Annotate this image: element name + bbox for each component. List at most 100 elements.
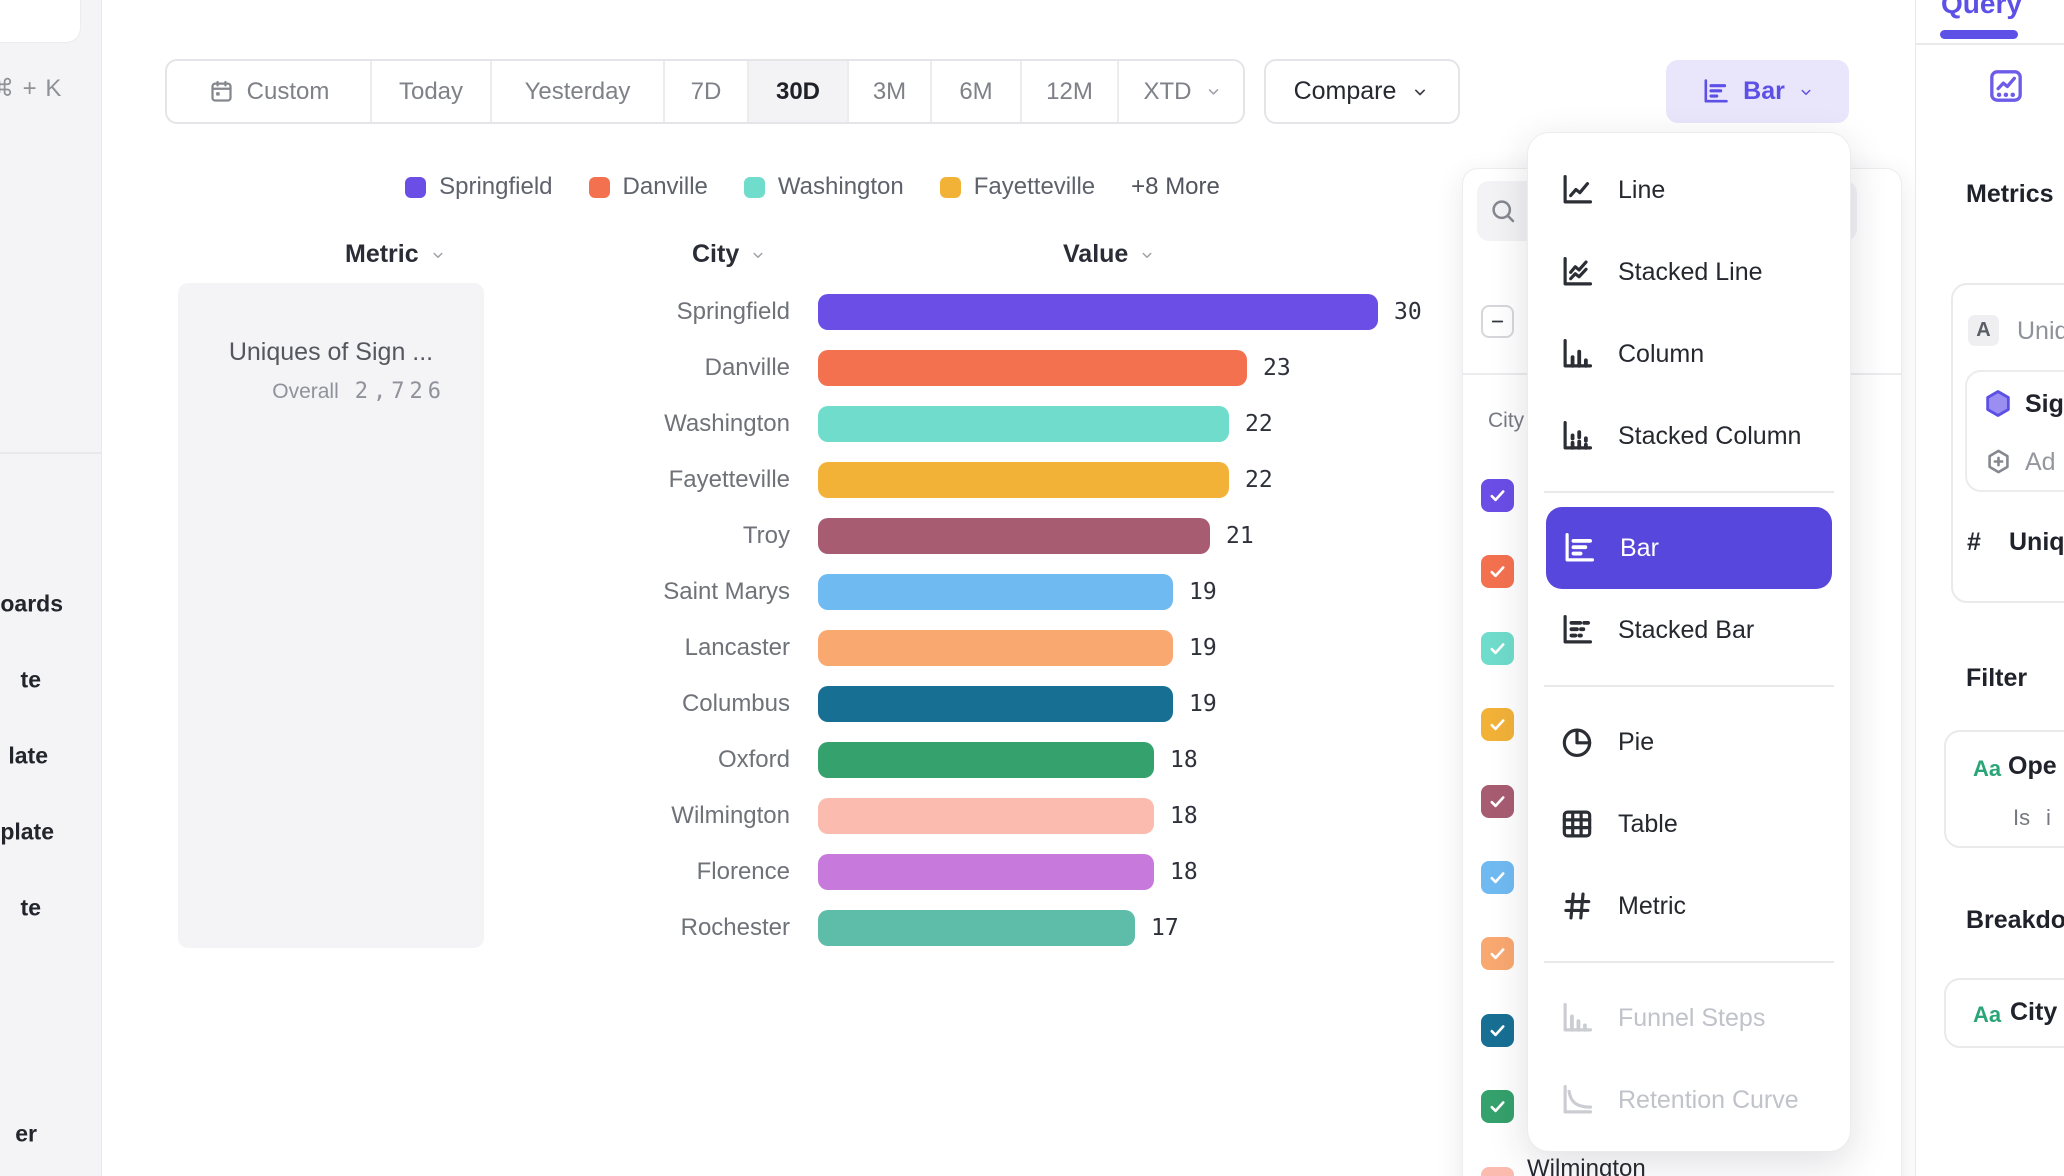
chart-preview-icon[interactable] — [1986, 66, 2026, 106]
menu-item-column[interactable]: Column — [1528, 313, 1850, 395]
city-checkbox[interactable] — [1481, 1014, 1514, 1047]
column-header-value[interactable]: Value — [1063, 240, 1156, 269]
add-event-icon[interactable] — [1983, 446, 2014, 477]
keyboard-shortcut-hint: ⌘ + K — [0, 75, 63, 102]
uniques-measure-label[interactable]: Uniqu — [2009, 528, 2064, 556]
table-row: Troy 21 — [165, 508, 1460, 564]
sidebar-item-te[interactable]: te — [20, 666, 41, 693]
column-chart-icon — [1558, 335, 1596, 373]
column-header-metric[interactable]: Metric — [345, 240, 447, 269]
range-custom[interactable]: Custom — [167, 61, 372, 122]
chevron-down-icon — [1204, 82, 1223, 101]
menu-item-stacked-column[interactable]: Stacked Column — [1528, 395, 1850, 477]
range-12m[interactable]: 12M — [1022, 61, 1119, 122]
range-today[interactable]: Today — [372, 61, 492, 122]
range-6m[interactable]: 6M — [932, 61, 1022, 122]
filter-card[interactable]: Aa Ope Is i — [1944, 730, 2064, 848]
bar-category-label: Oxford — [717, 746, 790, 773]
sidebar-item-late[interactable]: late — [8, 742, 48, 769]
bar-fayetteville[interactable] — [818, 462, 1229, 498]
city-checkbox[interactable] — [1481, 1167, 1514, 1176]
city-checkbox[interactable] — [1481, 785, 1514, 818]
menu-item-pie[interactable]: Pie — [1528, 701, 1850, 783]
menu-item-table[interactable]: Table — [1528, 783, 1850, 865]
legend-item-washington[interactable]: Washington — [743, 173, 904, 201]
table-row: Florence 18 — [165, 844, 1460, 900]
table-row: Columbus 19 — [165, 676, 1460, 732]
column-header-city[interactable]: City — [692, 240, 767, 269]
menu-item-line[interactable]: Line — [1528, 149, 1850, 231]
city-checkbox[interactable] — [1481, 632, 1514, 665]
legend-swatch — [405, 176, 427, 198]
check-icon — [1487, 1096, 1508, 1117]
range-3m[interactable]: 3M — [849, 61, 932, 122]
sidebar-item-oards[interactable]: oards — [0, 590, 63, 617]
bar-florence[interactable] — [818, 854, 1154, 890]
metric-cell-card[interactable]: Uniques of Sign ... Overall 2,726 — [178, 283, 484, 948]
legend-more-button[interactable]: +8 More — [1131, 173, 1220, 200]
bar-rochester[interactable] — [818, 910, 1135, 946]
select-all-checkbox[interactable] — [1481, 305, 1514, 338]
compare-button[interactable]: Compare — [1264, 59, 1460, 124]
bar-troy[interactable] — [818, 518, 1210, 554]
legend-item-danville[interactable]: Danville — [588, 173, 708, 201]
table-row: Oxford 18 — [165, 732, 1460, 788]
range-yesterday[interactable]: Yesterday — [492, 61, 665, 122]
city-checkbox[interactable] — [1481, 861, 1514, 894]
menu-item-stacked-bar[interactable]: Stacked Bar — [1528, 589, 1850, 671]
bar-columbus[interactable] — [818, 686, 1173, 722]
bar-value-label: 19 — [1189, 635, 1217, 661]
bar-value-label: 23 — [1263, 355, 1291, 381]
metric-name[interactable]: Uniq — [2017, 317, 2064, 345]
legend-item-springfield[interactable]: Springfield — [405, 173, 553, 201]
menu-item-stacked-line[interactable]: Stacked Line — [1528, 231, 1850, 313]
range-7d[interactable]: 7D — [665, 61, 749, 122]
bar-chart: Springfield 30 Danville 23 Washington 22 Fayet… — [165, 284, 1460, 956]
range-xtd[interactable]: XTD — [1119, 61, 1243, 122]
check-icon — [1487, 638, 1508, 659]
bar-springfield[interactable] — [818, 294, 1378, 330]
add-event-label[interactable]: Ad — [2025, 448, 2056, 476]
city-checkbox[interactable] — [1481, 937, 1514, 970]
city-checkbox[interactable] — [1481, 708, 1514, 741]
bar-danville[interactable] — [818, 350, 1247, 386]
sidebar-search-card[interactable] — [0, 0, 80, 42]
chevron-down-icon — [749, 246, 767, 264]
city-row-label[interactable]: Wilmington — [1527, 1155, 1646, 1176]
table-row: Springfield 30 — [165, 284, 1460, 340]
breakdown-property[interactable]: City — [2010, 998, 2058, 1026]
sidebar-item-te[interactable]: te — [20, 894, 41, 921]
bar-lancaster[interactable] — [818, 630, 1173, 666]
city-header-label: City — [692, 240, 740, 268]
table-row: Danville 23 — [165, 340, 1460, 396]
city-checkbox[interactable] — [1481, 555, 1514, 588]
metric-title: Uniques of Sign ... — [228, 338, 434, 366]
bar-category-label: Lancaster — [684, 634, 790, 661]
menu-item-bar[interactable]: Bar — [1546, 507, 1832, 589]
chevron-down-icon — [429, 246, 447, 264]
bar-oxford[interactable] — [818, 742, 1154, 778]
sidebar-item-plate[interactable]: plate — [0, 818, 54, 845]
chart-type-label: Bar — [1743, 77, 1785, 105]
range-30d[interactable]: 30D — [749, 61, 849, 122]
bar-washington[interactable] — [818, 406, 1229, 442]
event-name[interactable]: Sig — [2025, 390, 2064, 418]
breakdown-card[interactable]: Aa City — [1944, 978, 2064, 1048]
filter-property[interactable]: Ope — [2008, 752, 2057, 780]
sidebar-item-er[interactable]: er — [15, 1120, 37, 1147]
check-icon — [1487, 1020, 1508, 1041]
bar-wilmington[interactable] — [818, 798, 1154, 834]
menu-item-metric[interactable]: Metric — [1528, 865, 1850, 947]
filter-operator[interactable]: Is — [2013, 805, 2031, 830]
city-checkbox[interactable] — [1481, 1090, 1514, 1123]
tab-query[interactable]: Query — [1941, 0, 2022, 19]
filter-value[interactable]: i — [2046, 805, 2051, 830]
range-label: 30D — [775, 77, 821, 105]
range-label: 12M — [1046, 77, 1093, 105]
legend-label: Springfield — [439, 173, 553, 200]
chart-type-button[interactable]: Bar — [1666, 60, 1849, 123]
city-checkbox[interactable] — [1481, 479, 1514, 512]
legend-item-fayetteville[interactable]: Fayetteville — [939, 173, 1095, 201]
bar-saint-marys[interactable] — [818, 574, 1173, 610]
bar-value-label: 22 — [1245, 411, 1273, 437]
